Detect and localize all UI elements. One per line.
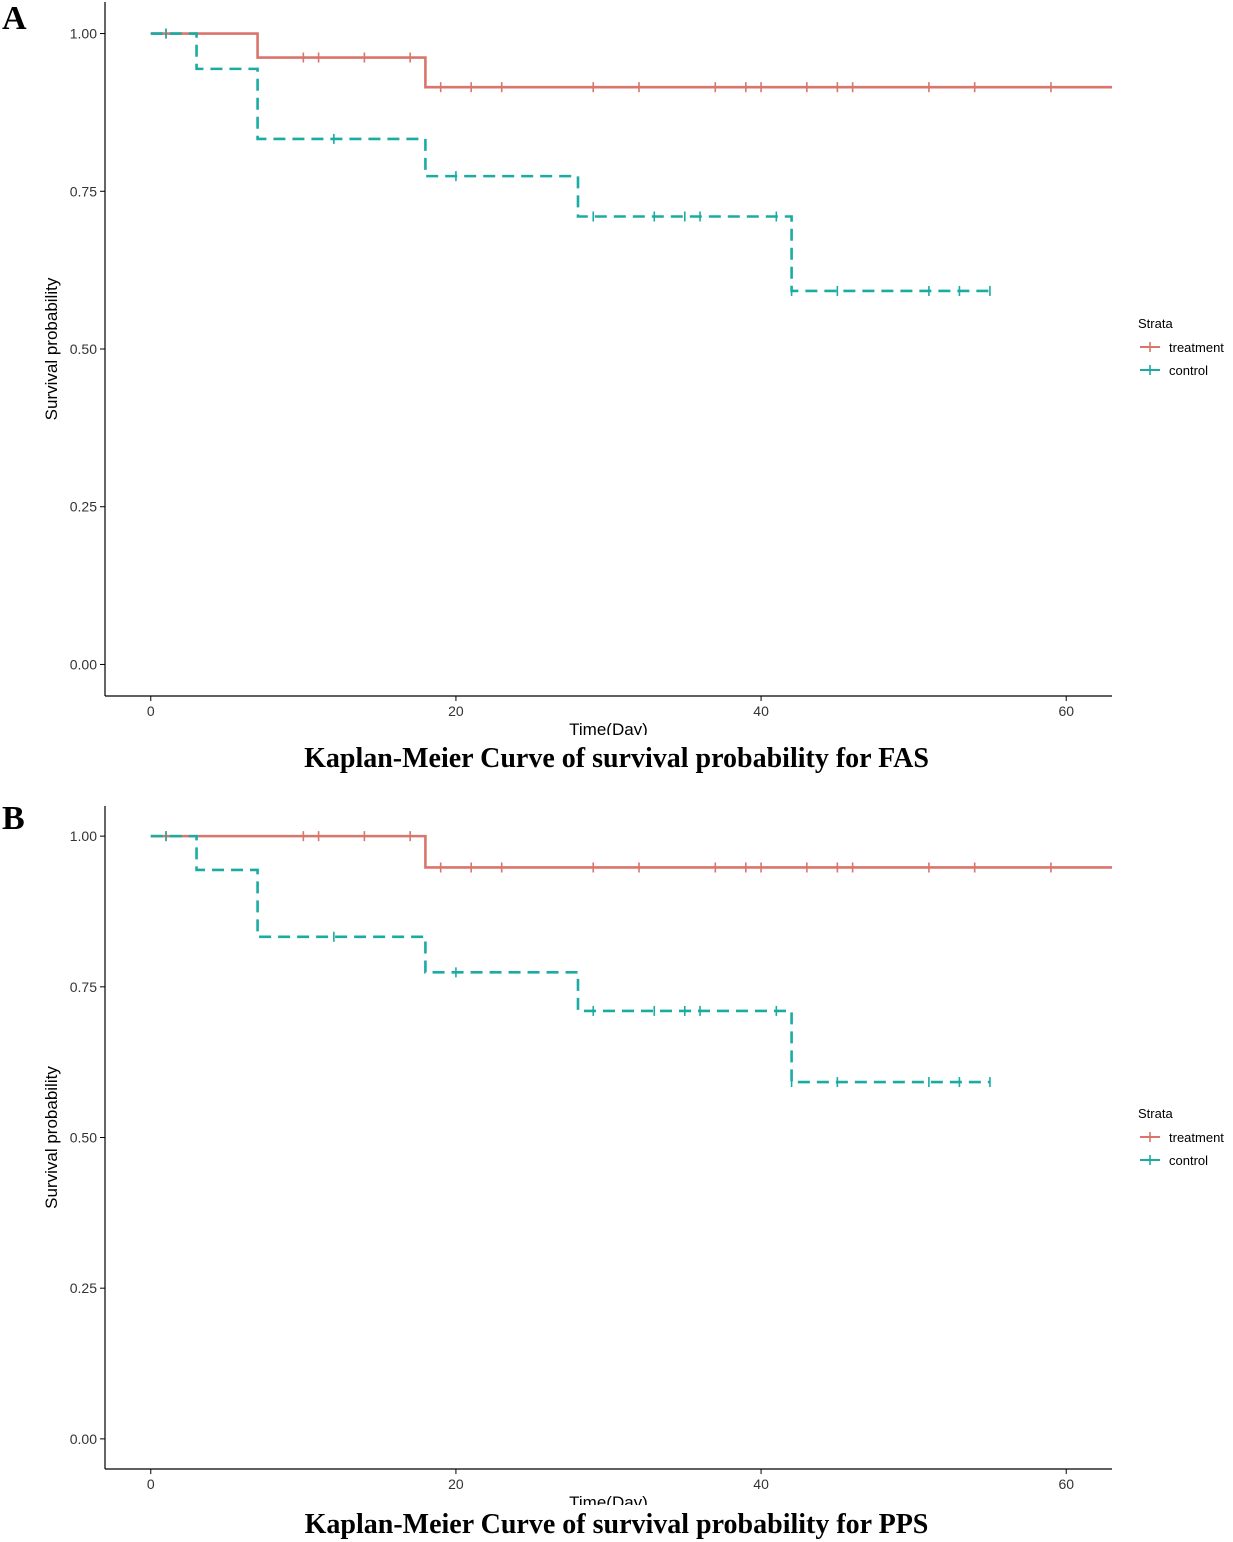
legend-label-treatment: treatment (1169, 1130, 1224, 1145)
km-chart-pps: 0.00 0.25 0.50 0.75 1.00 0 20 40 60 Time(Day) Surv… (42, 806, 1224, 1505)
y-tick-label: 0.00 (70, 656, 97, 672)
chart-caption: Kaplan-Meier Curve of survival probabili… (304, 1509, 929, 1540)
y-tick-label: 0.75 (70, 979, 97, 995)
x-tick-label: 0 (147, 1476, 155, 1492)
y-axis-title: Survival probability (42, 1066, 61, 1209)
x-tick-label: 40 (753, 1476, 769, 1492)
panel-label: B (2, 800, 25, 837)
y-tick-label: 0.50 (70, 1130, 97, 1146)
km-panel-a: A 0.00 0.25 0.50 0.75 1.00 0 20 40 60 Time(Day) Su… (2, 0, 1224, 774)
legend-label-control: control (1169, 1153, 1208, 1168)
y-tick-label: 0.25 (70, 1280, 97, 1296)
x-axis-title: Time(Day) (569, 720, 648, 735)
x-tick-label: 40 (753, 703, 769, 719)
legend-title: Strata (1138, 316, 1173, 331)
x-tick-label: 20 (448, 703, 464, 719)
chart-caption: Kaplan-Meier Curve of survival probabili… (304, 743, 929, 774)
y-tick-label: 0.00 (70, 1431, 97, 1447)
x-axis-title: Time(Day) (569, 1493, 648, 1505)
km-curve-treatment (150, 834, 1112, 869)
x-tick-label: 0 (147, 703, 155, 719)
x-tick-label: 20 (448, 1476, 464, 1492)
legend-title: Strata (1138, 1106, 1173, 1121)
y-tick-label: 0.50 (70, 341, 97, 357)
km-panel-b: B 0.00 0.25 0.50 0.75 1.00 0 20 40 60 Time(Day) Su… (0, 800, 1233, 1542)
y-tick-label: 1.00 (70, 828, 97, 844)
legend-label-treatment: treatment (1169, 340, 1224, 355)
km-curve-control (150, 32, 990, 293)
x-tick-label: 60 (1058, 1476, 1074, 1492)
x-tick-label: 60 (1058, 703, 1074, 719)
km-curve-control (150, 834, 990, 1084)
y-tick-label: 1.00 (70, 26, 97, 42)
y-tick-label: 0.75 (70, 183, 97, 199)
km-curve-treatment (150, 32, 1112, 89)
y-axis-title: Survival probability (42, 277, 61, 420)
legend-label-control: control (1169, 363, 1208, 378)
km-chart-fas: 0.00 0.25 0.50 0.75 1.00 0 20 40 60 Time(Day) Surv… (42, 2, 1224, 735)
y-tick-label: 0.25 (70, 499, 97, 515)
panel-label: A (2, 0, 27, 37)
